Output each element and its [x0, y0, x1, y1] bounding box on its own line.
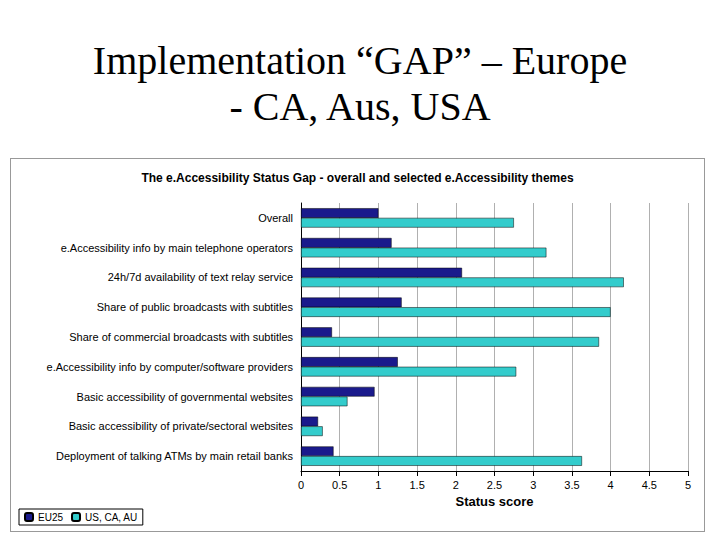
- svg-text:4: 4: [608, 479, 614, 491]
- svg-text:24h/7d availability of text re: 24h/7d availability of text relay servic…: [108, 271, 293, 283]
- svg-text:2.5: 2.5: [487, 479, 502, 491]
- svg-text:Status score: Status score: [455, 494, 533, 509]
- svg-text:EU25: EU25: [38, 512, 63, 523]
- svg-text:1: 1: [375, 479, 381, 491]
- svg-text:1.5: 1.5: [409, 479, 424, 491]
- svg-text:4.5: 4.5: [642, 479, 657, 491]
- svg-text:0: 0: [298, 479, 304, 491]
- svg-text:Deployment of talking ATMs by: Deployment of talking ATMs by main retai…: [56, 450, 294, 462]
- svg-text:Basic accessibility of governm: Basic accessibility of governmental webs…: [77, 391, 294, 403]
- svg-text:3.5: 3.5: [564, 479, 579, 491]
- svg-text:e.Accessibility info by main t: e.Accessibility info by main telephone o…: [61, 242, 294, 254]
- svg-text:5: 5: [685, 479, 691, 491]
- svg-text:0.5: 0.5: [332, 479, 347, 491]
- svg-text:US, CA, AU: US, CA, AU: [85, 512, 137, 523]
- svg-text:Share of commercial broadcasts: Share of commercial broadcasts with subt…: [69, 331, 293, 343]
- svg-text:2: 2: [453, 479, 459, 491]
- html-text:- CA, Aus, USA: - CA, Aus, USA: [229, 84, 491, 129]
- svg-text:e.Accessibility info by comput: e.Accessibility info by computer/softwar…: [47, 361, 294, 373]
- html-text:Implementation “GAP” – Europe: Implementation “GAP” – Europe: [92, 38, 628, 83]
- svg-text:Overall: Overall: [258, 212, 293, 224]
- svg-text:3: 3: [530, 479, 536, 491]
- svg-text:Share of public broadcasts wit: Share of public broadcasts with subtitle…: [97, 301, 294, 313]
- svg-text:Basic accessibility of private: Basic accessibility of private/sectoral …: [69, 420, 294, 432]
- svg-text:The e.Accessibility Status Gap: The e.Accessibility Status Gap - overall…: [141, 171, 574, 185]
